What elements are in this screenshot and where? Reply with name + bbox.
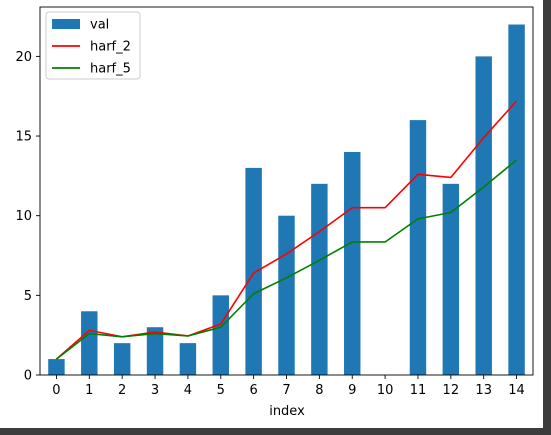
legend-label-harf-5: harf_5 xyxy=(90,62,131,77)
y-tick-label: 15 xyxy=(15,130,32,145)
x-axis-label: index xyxy=(269,404,305,419)
x-tick-label: 8 xyxy=(315,383,323,398)
y-ticks: 0 5 10 15 20 xyxy=(15,50,40,384)
y-tick-label: 5 xyxy=(24,289,32,304)
legend: val harf_2 harf_5 xyxy=(45,11,141,80)
bar-6 xyxy=(245,167,262,375)
x-tick-label: 2 xyxy=(118,383,126,398)
x-tick-label: 5 xyxy=(217,383,225,398)
x-tick-label: 7 xyxy=(282,383,290,398)
figure: 0 1 2 3 4 5 6 7 8 9 10 11 12 13 14 0 5 10 15 20 index val h… xyxy=(0,0,543,428)
x-tick-label: 4 xyxy=(184,383,192,398)
x-tick-label: 11 xyxy=(410,383,427,398)
bar-13 xyxy=(475,56,492,375)
bar-3 xyxy=(146,327,164,375)
x-tick-label: 10 xyxy=(377,383,394,398)
x-tick-label: 6 xyxy=(249,383,257,398)
lines-layer xyxy=(55,100,518,360)
legend-swatch-val xyxy=(52,19,80,29)
y-tick-label: 20 xyxy=(15,50,32,65)
x-tick-label: 9 xyxy=(348,383,356,398)
x-ticks: 0 1 2 3 4 5 6 7 8 9 10 11 12 13 14 xyxy=(52,375,525,398)
x-tick-label: 1 xyxy=(85,383,93,398)
bar-9 xyxy=(344,151,361,375)
bars-layer xyxy=(48,24,525,376)
bar-11 xyxy=(409,120,427,376)
bar-7 xyxy=(278,215,295,375)
bar-8 xyxy=(311,183,328,375)
x-tick-label: 13 xyxy=(475,383,492,398)
y-tick-label: 0 xyxy=(24,369,32,384)
x-tick-label: 12 xyxy=(443,383,460,398)
legend-label-val: val xyxy=(90,18,109,33)
x-tick-label: 0 xyxy=(52,383,60,398)
bar-0 xyxy=(48,359,65,375)
x-tick-label: 3 xyxy=(151,383,159,398)
bar-1 xyxy=(81,311,98,375)
bar-12 xyxy=(442,183,460,375)
bar-14 xyxy=(508,24,525,376)
legend-label-harf-2: harf_2 xyxy=(90,40,131,55)
y-tick-label: 10 xyxy=(15,209,32,224)
bar-4 xyxy=(179,343,197,375)
bar-2 xyxy=(113,343,131,375)
x-tick-label: 14 xyxy=(508,383,525,398)
bar-5 xyxy=(212,295,229,375)
series-line-harf-5 xyxy=(55,159,518,360)
